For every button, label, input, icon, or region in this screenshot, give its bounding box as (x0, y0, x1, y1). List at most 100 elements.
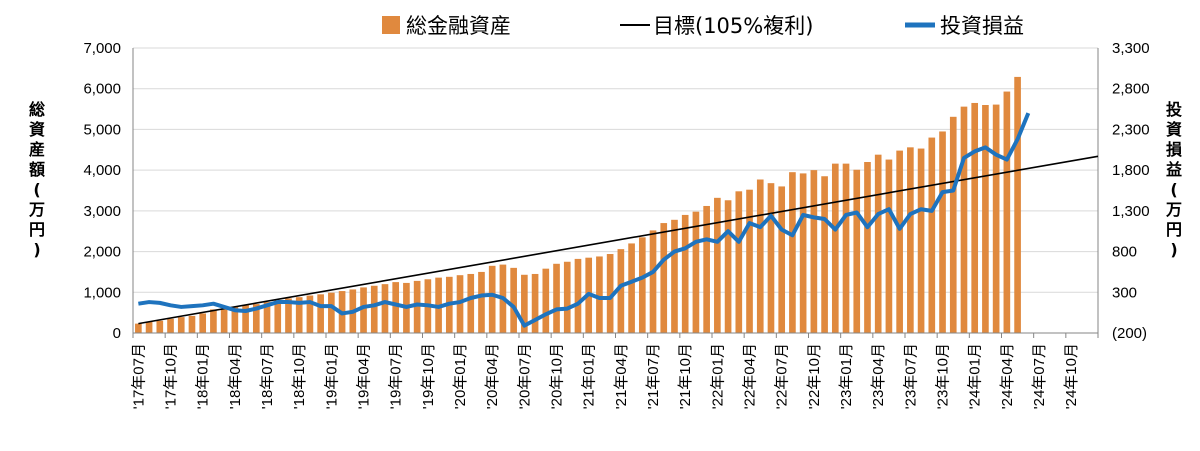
bar-total-assets (885, 159, 893, 333)
bar-total-assets (778, 186, 786, 333)
y-axis-left-ticks: 0 1,000 2,000 3,000 4,000 5,000 6,000 7,000 (83, 40, 121, 342)
legend-label-total-assets: 総金融資産 (406, 14, 511, 38)
bar-total-assets (317, 294, 324, 333)
bar-total-assets (274, 300, 282, 333)
x-tick-label: '18年07月 (259, 343, 276, 409)
x-tick-label: '18年01月 (195, 343, 212, 409)
x-tick-label: '18年04月 (227, 343, 244, 409)
bar-total-assets (864, 162, 871, 333)
bar-total-assets (649, 230, 657, 333)
y-right-tick-label: 300 (1112, 284, 1137, 301)
x-tick-label: '21年01月 (581, 343, 598, 409)
bar-total-assets (799, 173, 807, 333)
bar-total-assets (971, 102, 979, 334)
y-axis-title-right: 投資損益(万円) (1165, 100, 1183, 259)
bar-total-assets (242, 304, 249, 333)
x-tick-label: '23年10月 (935, 343, 952, 409)
bar-total-assets (1003, 91, 1011, 333)
x-tick-label: '22年04月 (742, 343, 759, 409)
line-series-investment-pl (138, 112, 1031, 328)
y-left-tick-label: 5,000 (83, 121, 121, 138)
bar-total-assets (789, 172, 796, 333)
bar-total-assets (606, 254, 614, 333)
investment-pl-line (138, 112, 1031, 328)
bar-total-assets (220, 308, 228, 333)
bar-total-assets (992, 104, 1000, 333)
y-axis-title-left: 総資産額(万円) (28, 100, 45, 259)
bar-total-assets (939, 131, 946, 333)
bar-total-assets (660, 223, 668, 333)
y-right-tick-label: 3,300 (1112, 40, 1150, 57)
legend-swatch-total-assets (382, 16, 400, 34)
y-left-tick-label: 2,000 (83, 244, 121, 261)
bar-total-assets (510, 267, 517, 333)
bar-total-assets (756, 179, 764, 333)
y-right-tick-label: 1,800 (1112, 162, 1150, 179)
y-left-tick-label: 6,000 (83, 81, 121, 98)
bar-total-assets (199, 313, 207, 333)
bar-total-assets (831, 163, 839, 333)
y-left-tick-label: 0 (113, 325, 121, 342)
y-left-tick-label: 1,000 (83, 284, 121, 301)
bar-total-assets (177, 317, 185, 333)
bar-total-assets (488, 265, 496, 333)
bar-total-assets (306, 295, 314, 333)
bar-total-assets (628, 243, 635, 333)
bar-total-assets (542, 268, 550, 333)
y-left-tick-label: 4,000 (83, 162, 121, 179)
x-axis-ticks: '17年07月 '17年10月 '18年01月 '18年04月 '18年07月 '18年1… (130, 343, 1080, 409)
bar-total-assets (907, 147, 914, 333)
bar-total-assets (703, 205, 710, 333)
bar-total-assets (853, 169, 861, 333)
x-tick-label: '18年10月 (291, 343, 308, 409)
bar-total-assets (167, 318, 174, 333)
x-tick-label: '24年01月 (967, 343, 984, 409)
bar-total-assets (360, 287, 367, 333)
bar-total-assets (671, 219, 678, 333)
bar-total-assets (767, 183, 775, 333)
bar-total-assets (574, 258, 582, 333)
bar-total-assets (917, 148, 925, 333)
x-tick-label: '17年10月 (163, 343, 180, 409)
bar-total-assets (210, 309, 217, 333)
bar-total-assets (821, 176, 828, 333)
x-tick-label: '20年10月 (549, 343, 566, 409)
target-line (138, 155, 1099, 325)
bar-total-assets (874, 154, 882, 333)
legend-label-target: 目標(105%複利) (653, 14, 813, 38)
x-tick-label: '23年07月 (902, 343, 919, 409)
bar-total-assets (735, 191, 743, 333)
bar-total-assets (928, 137, 936, 333)
x-tick-label: '22年07月 (774, 343, 791, 409)
x-tick-label: '20年01月 (452, 343, 469, 409)
x-tick-label: '24年10月 (1063, 343, 1080, 409)
bar-total-assets (692, 211, 700, 333)
bar-total-assets (285, 298, 292, 333)
bar-total-assets (521, 274, 528, 333)
y-right-tick-label: (200) (1112, 325, 1147, 342)
x-tick-label: '21年04月 (613, 343, 630, 409)
legend-label-investment-pl: 投資損益 (940, 14, 1024, 38)
x-tick-label: '24年04月 (999, 343, 1016, 409)
bar-total-assets (617, 249, 625, 333)
y-left-tick-label: 7,000 (83, 40, 121, 57)
bar-total-assets (714, 197, 721, 333)
bar-total-assets (681, 214, 689, 333)
bar-total-assets (553, 263, 560, 333)
x-tick-label: '22年01月 (709, 343, 726, 409)
bar-total-assets (370, 285, 378, 333)
y-right-tick-label: 1,300 (1112, 203, 1150, 220)
x-tick-label: '19年10月 (420, 343, 437, 409)
bar-total-assets (960, 106, 968, 333)
bar-total-assets (949, 116, 957, 333)
bar-series-total-assets (135, 76, 1021, 334)
x-tick-label: '24年07月 (1031, 343, 1048, 409)
bar-total-assets (135, 323, 142, 333)
x-tick-label: '23年04月 (870, 343, 887, 409)
bar-total-assets (638, 237, 646, 333)
bar-total-assets (188, 315, 196, 333)
bar-total-assets (467, 273, 475, 333)
bar-total-assets (231, 306, 239, 333)
